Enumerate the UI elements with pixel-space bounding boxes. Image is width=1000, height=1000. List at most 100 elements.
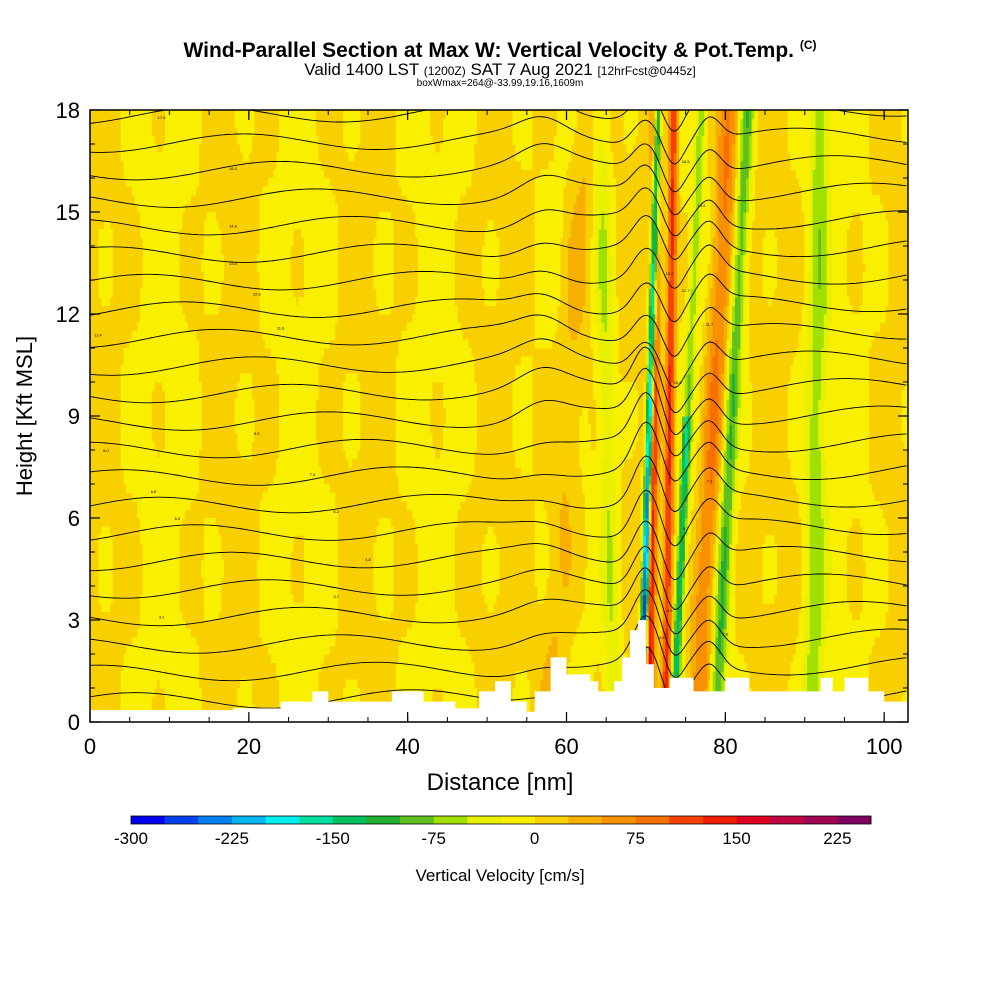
velocity-cell xyxy=(607,526,611,536)
velocity-cell xyxy=(687,484,691,494)
velocity-cell xyxy=(676,365,686,375)
velocity-cell xyxy=(687,365,694,375)
velocity-cell xyxy=(679,518,683,528)
velocity-cell xyxy=(787,407,805,417)
velocity-cell xyxy=(98,263,113,273)
velocity-cell xyxy=(684,390,689,400)
velocity-cell xyxy=(203,543,222,553)
velocity-cell xyxy=(676,671,680,681)
velocity-cell xyxy=(737,458,750,468)
velocity-cell xyxy=(684,594,689,604)
velocity-cell xyxy=(665,603,669,613)
velocity-cell xyxy=(668,271,672,281)
velocity-cell xyxy=(140,288,180,298)
velocity-cell xyxy=(98,229,113,239)
velocity-cell xyxy=(762,577,778,587)
velocity-cell xyxy=(720,450,725,460)
velocity-cell xyxy=(140,535,180,545)
velocity-cell xyxy=(823,577,830,587)
velocity-cell xyxy=(804,297,808,307)
velocity-cell xyxy=(693,433,700,443)
velocity-cell xyxy=(762,254,778,264)
velocity-cell xyxy=(140,229,180,239)
velocity-cell xyxy=(807,654,819,664)
velocity-cell xyxy=(670,654,675,664)
velocity-cell xyxy=(726,382,730,392)
velocity-cell xyxy=(679,127,694,137)
theta-contour-label: 13.5 xyxy=(229,261,238,266)
velocity-cell xyxy=(648,144,653,154)
velocity-cell xyxy=(654,552,658,562)
velocity-cell xyxy=(279,679,319,689)
velocity-cell xyxy=(723,178,728,188)
velocity-cell xyxy=(754,135,758,145)
velocity-cell xyxy=(698,127,705,137)
velocity-cell xyxy=(203,229,222,239)
velocity-cell xyxy=(743,118,747,128)
velocity-cell xyxy=(676,110,680,120)
velocity-cell xyxy=(809,637,822,647)
velocity-cell xyxy=(723,305,728,315)
velocity-cell xyxy=(615,518,622,528)
velocity-cell xyxy=(654,518,658,528)
velocity-cell xyxy=(670,271,675,281)
velocity-cell xyxy=(745,297,750,307)
velocity-cell xyxy=(651,161,655,171)
velocity-cell xyxy=(142,552,180,562)
velocity-cell xyxy=(690,280,694,290)
velocity-cell xyxy=(654,331,658,341)
velocity-cell xyxy=(812,229,819,239)
velocity-cell xyxy=(612,365,619,375)
velocity-cell xyxy=(398,178,472,188)
velocity-cell xyxy=(612,611,619,621)
velocity-cell xyxy=(654,577,658,587)
x-axis-label: Distance [nm] xyxy=(427,769,574,796)
velocity-cell xyxy=(734,305,742,315)
velocity-cell xyxy=(718,178,725,188)
velocity-cell xyxy=(304,552,338,562)
velocity-cell xyxy=(657,288,661,298)
velocity-cell xyxy=(826,195,833,205)
velocity-cell xyxy=(534,195,564,205)
velocity-cell xyxy=(690,297,697,307)
velocity-cell xyxy=(126,645,199,655)
velocity-cell xyxy=(832,254,847,264)
velocity-cell xyxy=(690,433,694,443)
velocity-cell xyxy=(745,203,750,213)
velocity-cell xyxy=(598,569,608,579)
velocity-cell xyxy=(729,569,733,579)
colorbar-swatch xyxy=(131,816,165,824)
velocity-cell xyxy=(657,492,661,502)
velocity-cell xyxy=(417,577,455,587)
velocity-cell xyxy=(673,628,678,638)
velocity-cell xyxy=(415,526,455,536)
colorbar-swatch xyxy=(568,816,603,824)
x-tick-label: 40 xyxy=(395,734,419,759)
velocity-cell xyxy=(726,569,730,579)
velocity-cell xyxy=(707,322,714,332)
velocity-cell xyxy=(568,297,586,307)
velocity-cell xyxy=(612,441,636,451)
velocity-cell xyxy=(645,314,650,324)
velocity-cell xyxy=(732,467,736,477)
velocity-cell xyxy=(612,424,639,434)
velocity-cell xyxy=(395,433,433,443)
velocity-cell xyxy=(745,195,750,205)
velocity-cell xyxy=(804,441,811,451)
velocity-cell xyxy=(723,518,730,528)
velocity-cell xyxy=(729,594,736,604)
velocity-cell xyxy=(734,433,739,443)
velocity-cell xyxy=(662,552,666,562)
velocity-cell xyxy=(737,220,742,230)
velocity-cell xyxy=(821,390,828,400)
velocity-cell xyxy=(862,526,889,536)
velocity-cell xyxy=(832,212,853,222)
velocity-cell xyxy=(534,229,564,239)
velocity-cell xyxy=(673,603,678,613)
velocity-cell xyxy=(737,203,742,213)
velocity-cell xyxy=(765,535,775,545)
velocity-cell xyxy=(662,560,666,570)
velocity-cell xyxy=(443,390,477,400)
velocity-cell xyxy=(668,110,672,120)
velocity-cell xyxy=(743,373,750,383)
